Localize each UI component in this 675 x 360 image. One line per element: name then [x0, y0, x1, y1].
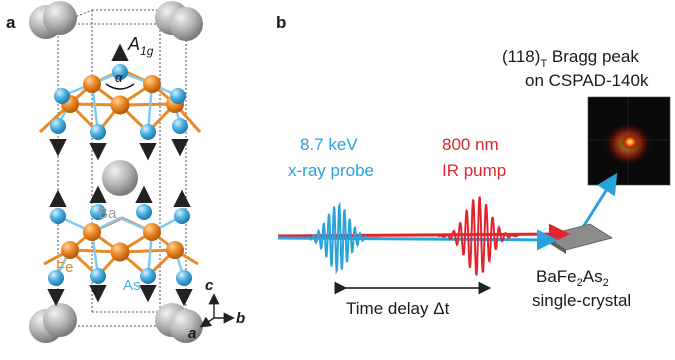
ba-atom [102, 160, 138, 196]
as-atom [54, 88, 70, 104]
detector-image [587, 96, 671, 186]
ba-atom [169, 309, 203, 343]
axis-a-label: a [188, 325, 196, 342]
fe-atom [143, 223, 161, 241]
a1g-main: A [127, 34, 140, 54]
ir-pulse [438, 196, 518, 276]
as-atom [112, 64, 128, 80]
formula-part: As [583, 267, 603, 286]
bragg-label-line2: on CSPAD-140k [525, 71, 649, 90]
as-atom [50, 118, 66, 134]
fe-atom [166, 241, 184, 259]
diffracted-beam [578, 172, 618, 233]
crystal-formula: BaFe2As2 [536, 267, 609, 289]
ba-atoms [29, 1, 203, 343]
ba-atom [169, 7, 203, 41]
ba-label: Ba [98, 205, 117, 222]
as-atom [170, 88, 186, 104]
as-atom [140, 268, 156, 284]
axis-c-label: c [205, 277, 214, 294]
as-atom [172, 118, 188, 134]
bragg-spot [621, 134, 639, 150]
pump-wavelength-label: 800 nm [442, 135, 499, 154]
bragg-peak-text: Bragg peak [547, 47, 639, 66]
bragg-subscript: T [540, 58, 547, 70]
bragg-hkl: (118) [502, 47, 540, 66]
as-atom [176, 270, 192, 286]
as-atom [174, 208, 190, 224]
ir-beam [277, 223, 570, 245]
fe-atom [83, 75, 101, 93]
as-label: As [123, 277, 141, 294]
fe-atom [83, 223, 101, 241]
fe-atom [143, 75, 161, 93]
fe-atom [61, 241, 79, 259]
formula-part: BaFe [536, 267, 577, 286]
pump-type-label: IR pump [442, 161, 506, 180]
ba-atom [43, 1, 77, 35]
axis-b-label: b [236, 310, 245, 327]
fe-atom [110, 95, 130, 115]
formula-sub: 2 [577, 277, 583, 289]
panel-a: a [6, 1, 245, 343]
panel-b-label: b [276, 13, 286, 32]
formula-sub: 2 [603, 277, 609, 289]
as-atom [90, 204, 106, 220]
alpha-label: α [115, 70, 123, 85]
ba-atom [43, 303, 77, 337]
as-atom [136, 204, 152, 220]
bragg-label-line1: (118)T Bragg peak [502, 47, 639, 70]
xray-pulse [296, 201, 380, 275]
a1g-mode-label: A1g [127, 34, 154, 58]
a1g-sub: 1g [140, 44, 154, 58]
crystal-axes [199, 293, 235, 328]
as-atom [90, 124, 106, 140]
fe-atom [110, 242, 130, 262]
alpha-arc [105, 83, 135, 90]
probe-type-label: x-ray probe [288, 161, 374, 180]
crystal-type-label: single-crystal [532, 291, 631, 310]
as-atom [140, 124, 156, 140]
fe-label: Fe [56, 259, 74, 276]
xray-beam [277, 229, 558, 251]
as-atom [50, 208, 66, 224]
fe-atoms [61, 75, 184, 262]
as-atoms [48, 64, 192, 286]
panel-a-label: a [6, 13, 16, 32]
time-delay-label: Time delay Δt [346, 299, 450, 318]
displacement-arrows [47, 43, 193, 307]
as-atom [48, 270, 64, 286]
panel-b: b (118)T Bragg peak on CSPAD-140k 8.7 ke… [276, 13, 671, 318]
probe-energy-label: 8.7 keV [300, 135, 358, 154]
as-atom [90, 268, 106, 284]
